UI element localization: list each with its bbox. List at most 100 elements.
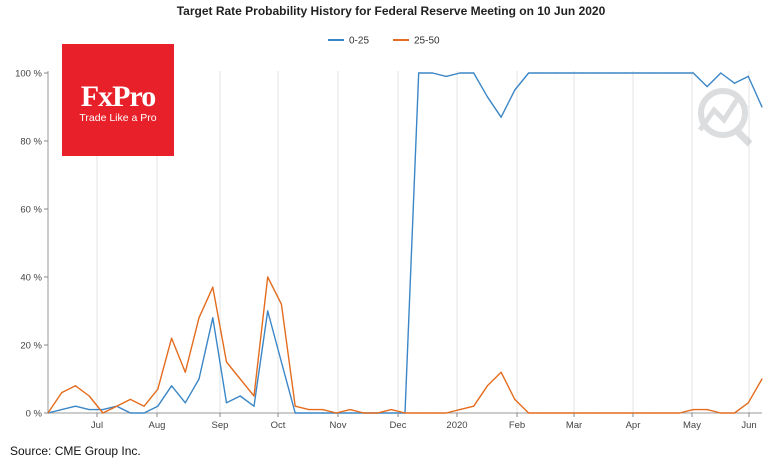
data-point [473, 405, 475, 407]
data-point [308, 412, 310, 414]
x-tick-label: Dec [390, 420, 407, 431]
data-point [143, 412, 145, 414]
data-point [500, 371, 502, 373]
data-point [88, 395, 90, 397]
data-point [486, 385, 488, 387]
legend-label: 0-25 [349, 36, 369, 47]
data-point [267, 310, 269, 312]
data-point [582, 412, 585, 414]
data-point [280, 303, 282, 305]
data-point [637, 72, 640, 74]
data-point [390, 412, 392, 414]
y-tick-label: 0 % [26, 409, 43, 420]
data-point [102, 409, 104, 411]
x-tick-label: Sep [212, 420, 229, 431]
data-point [349, 412, 351, 414]
data-point [404, 412, 406, 414]
ticks: Jul Aug Sep Oct Nov Dec 2020 Feb Mar Apr May Jun 0 %… [15, 69, 757, 432]
x-tick-label: Oct [271, 420, 286, 431]
data-point [610, 412, 612, 414]
data-point [198, 378, 200, 380]
data-point [308, 409, 310, 411]
data-point [88, 409, 90, 411]
fxpro-logo: FxPro Trade Like a Pro [62, 44, 174, 156]
y-tick-label: 20 % [20, 341, 42, 352]
data-point [761, 378, 763, 380]
data-point [61, 409, 63, 411]
data-point [596, 72, 598, 74]
data-point [418, 72, 420, 74]
data-point [157, 388, 159, 390]
source-note: Source: CME Group Inc. [10, 444, 141, 458]
y-tick-label: 40 % [20, 273, 42, 284]
data-point [692, 72, 694, 74]
series-line-25-50 [47, 276, 763, 414]
logo-text: FxPro [80, 80, 156, 113]
data-point [445, 75, 447, 77]
x-tick-label: Jul [91, 420, 103, 431]
data-point [198, 317, 200, 319]
data-point [335, 412, 337, 414]
data-point [665, 72, 667, 74]
data-point [500, 116, 502, 118]
data-point [74, 405, 77, 407]
data-point [706, 409, 708, 411]
data-point [322, 412, 324, 414]
data-point [733, 412, 736, 414]
data-point [747, 402, 749, 404]
data-point [596, 412, 598, 414]
data-point [212, 286, 214, 288]
data-point [61, 392, 63, 394]
x-tick-label: Jun [741, 420, 756, 431]
data-point [459, 72, 461, 74]
data-point [143, 405, 145, 407]
data-point [322, 409, 324, 411]
data-point [665, 412, 667, 414]
y-tick-label: 60 % [20, 205, 42, 216]
watermark-icon [697, 88, 753, 147]
data-point [267, 276, 269, 278]
data-point [253, 395, 255, 397]
data-point [733, 82, 736, 84]
data-point [171, 385, 173, 387]
data-point [651, 72, 653, 74]
data-point [157, 405, 159, 407]
data-point [651, 412, 653, 414]
data-point [184, 402, 186, 404]
data-point [418, 412, 420, 414]
data-point [747, 75, 749, 77]
grid [96, 71, 750, 413]
data-point [528, 72, 530, 74]
data-point [171, 337, 173, 339]
data-point [280, 361, 282, 363]
x-tick-label: Aug [149, 420, 166, 431]
data-point [720, 412, 722, 414]
data-point [473, 72, 475, 74]
data-point [555, 72, 557, 74]
data-point [212, 317, 214, 319]
data-point [486, 96, 488, 98]
data-point [116, 405, 118, 407]
x-tick-label: 2020 [446, 420, 467, 431]
data-point [239, 395, 241, 397]
data-point [514, 89, 516, 91]
y-tick-label: 100 % [15, 69, 42, 80]
data-point [624, 412, 626, 414]
x-tick-label: Mar [566, 420, 582, 431]
data-point [679, 412, 681, 414]
data-point [225, 402, 228, 404]
data-point [225, 361, 228, 363]
chart-title: Target Rate Probability History for Fede… [177, 4, 606, 18]
data-point [102, 412, 104, 414]
data-point [74, 385, 77, 387]
data-point [294, 412, 296, 414]
data-point [431, 412, 434, 414]
data-point [349, 409, 351, 411]
x-tick-label: Feb [509, 420, 525, 431]
data-point [679, 72, 681, 74]
series-layer [47, 72, 763, 414]
data-point [706, 86, 708, 88]
data-point [541, 412, 543, 414]
x-tick-label: Nov [330, 420, 347, 431]
